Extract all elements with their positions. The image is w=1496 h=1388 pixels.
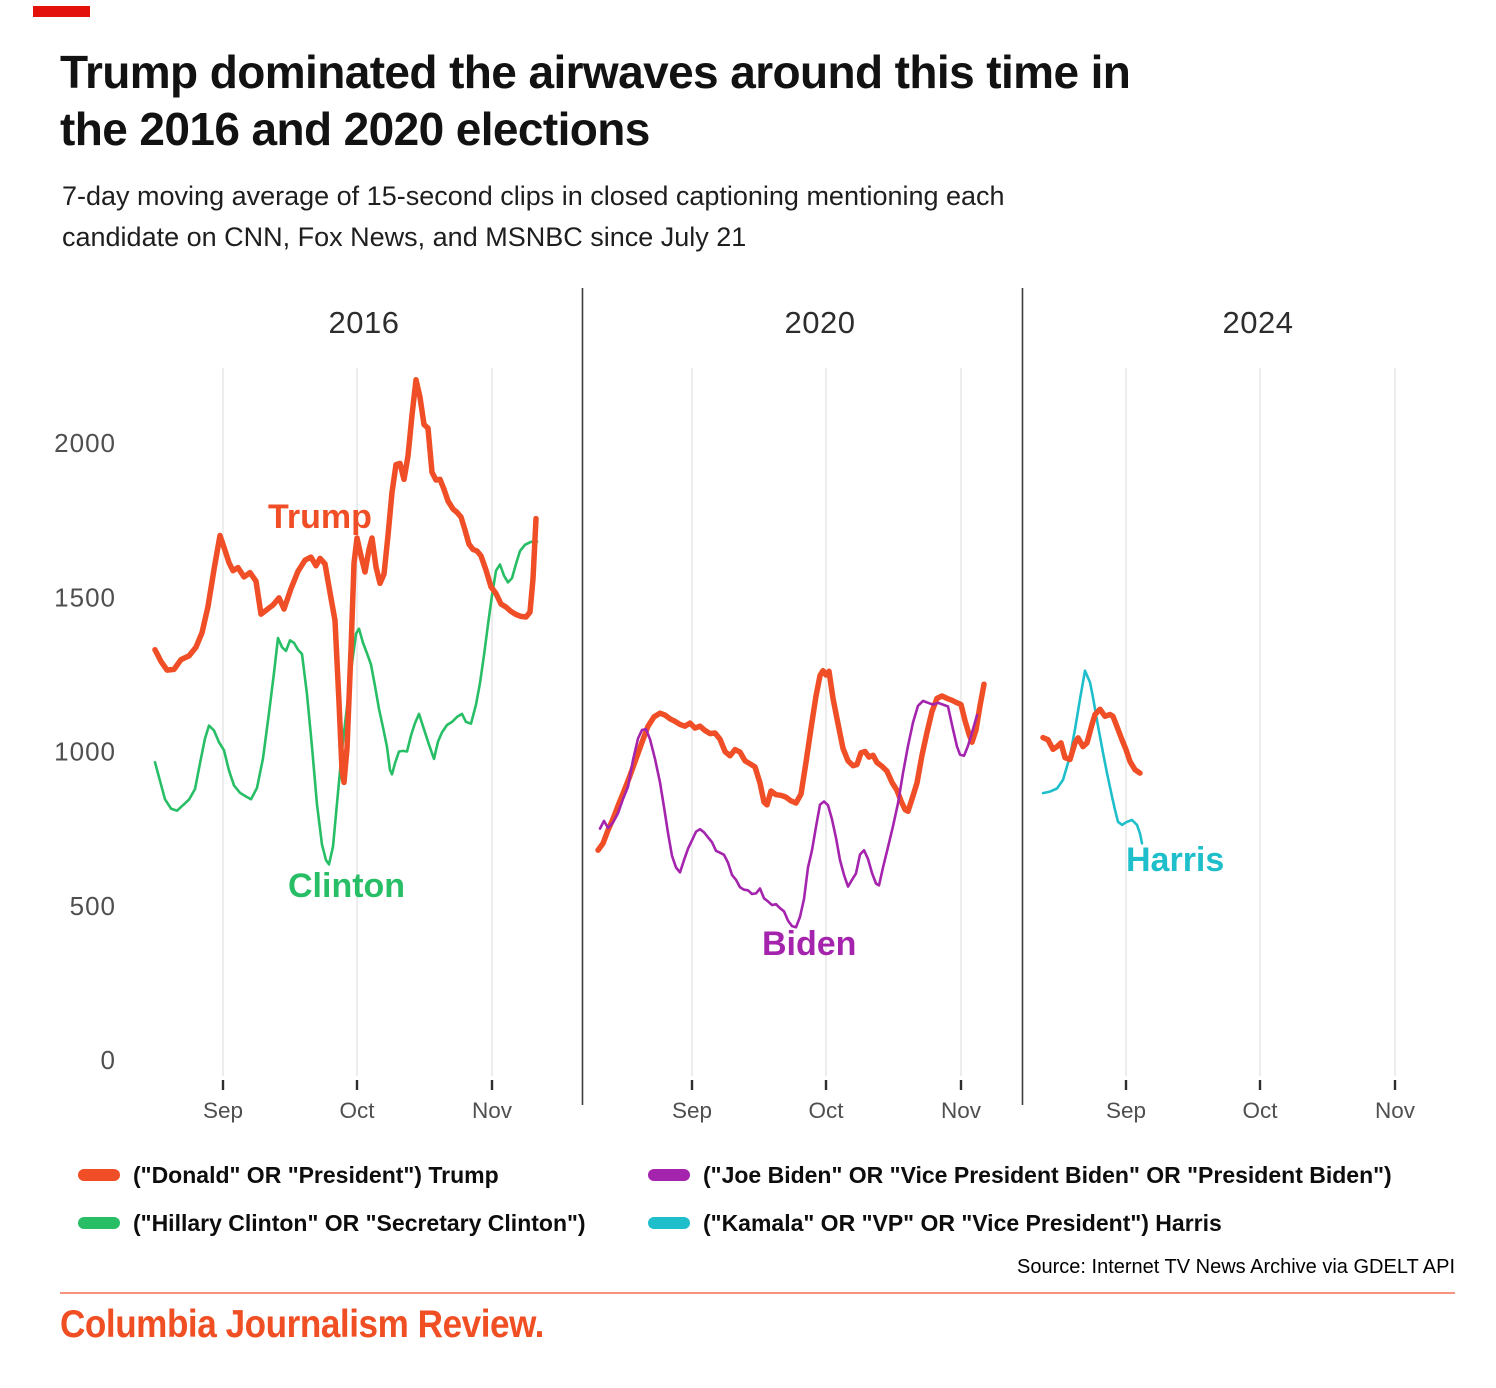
panel-header-2024: 2024: [1223, 305, 1294, 340]
legend-label: ("Joe Biden" OR "Vice President Biden" O…: [703, 1161, 1392, 1188]
series-label-trump: Trump: [268, 498, 372, 536]
series-line-biden-2020: [598, 699, 979, 929]
series-line-trump-2024: [1040, 706, 1143, 776]
legend-item: ("Kamala" OR "VP" OR "Vice President") H…: [648, 1208, 1222, 1238]
cjr-logo: Columbia Journalism Review.: [60, 1303, 544, 1346]
title-line-2: the 2016 and 2020 elections: [60, 103, 650, 155]
legend-swatch-icon: [78, 1217, 120, 1229]
page-title: Trump dominated the airwaves around this…: [60, 44, 1131, 158]
series-line-trump-2016: [152, 377, 539, 786]
series-label-harris: Harris: [1126, 841, 1224, 879]
legend-swatch-icon: [648, 1169, 690, 1181]
x-tick-label-2020-Sep: Sep: [672, 1098, 712, 1123]
source-note: Source: Internet TV News Archive via GDE…: [1017, 1256, 1455, 1278]
x-tick-label-2024-Oct: Oct: [1242, 1098, 1278, 1123]
legend-label: ("Donald" OR "President") Trump: [133, 1161, 499, 1188]
panel-header-2016: 2016: [329, 305, 400, 340]
x-tick-label-2024-Nov: Nov: [1375, 1098, 1416, 1123]
legend-item: ("Donald" OR "President") Trump: [78, 1160, 499, 1190]
x-tick-label-2024-Sep: Sep: [1106, 1098, 1146, 1123]
x-tick-label-2020-Oct: Oct: [808, 1098, 844, 1123]
y-tick-label-0: 0: [101, 1045, 116, 1075]
y-tick-label-1000: 1000: [54, 737, 116, 767]
legend-swatch-icon: [78, 1169, 120, 1181]
series-label-clinton: Clinton: [288, 867, 405, 905]
legend-swatch-icon: [648, 1217, 690, 1229]
brand-red-tab: [33, 6, 90, 17]
series-label-biden: Biden: [762, 925, 856, 963]
panel-header-2020: 2020: [785, 305, 856, 340]
x-tick-label-2016-Nov: Nov: [472, 1098, 513, 1123]
footer-divider: [60, 1292, 1455, 1294]
chart-subtitle: 7-day moving average of 15-second clips …: [62, 176, 1005, 258]
x-tick-label-2016-Sep: Sep: [203, 1098, 243, 1123]
series-line-clinton-2016: [153, 539, 539, 866]
legend-label: ("Hillary Clinton" OR "Secretary Clinton…: [133, 1209, 586, 1236]
y-tick-label-2000: 2000: [54, 428, 116, 458]
legend-item: ("Hillary Clinton" OR "Secretary Clinton…: [78, 1208, 586, 1238]
series-line-trump-2020: [595, 667, 987, 853]
title-line-1: Trump dominated the airwaves around this…: [60, 46, 1131, 98]
legend-item: ("Joe Biden" OR "Vice President Biden" O…: [648, 1160, 1392, 1190]
y-tick-label-1500: 1500: [54, 582, 116, 612]
x-tick-label-2020-Nov: Nov: [941, 1098, 982, 1123]
subtitle-line-2: candidate on CNN, Fox News, and MSNBC si…: [62, 222, 747, 252]
y-tick-label-500: 500: [70, 891, 116, 921]
series-line-harris-2024: [1041, 669, 1144, 845]
subtitle-line-1: 7-day moving average of 15-second clips …: [62, 181, 1005, 211]
legend-label: ("Kamala" OR "VP" OR "Vice President") H…: [703, 1209, 1222, 1236]
x-tick-label-2016-Oct: Oct: [339, 1098, 375, 1123]
